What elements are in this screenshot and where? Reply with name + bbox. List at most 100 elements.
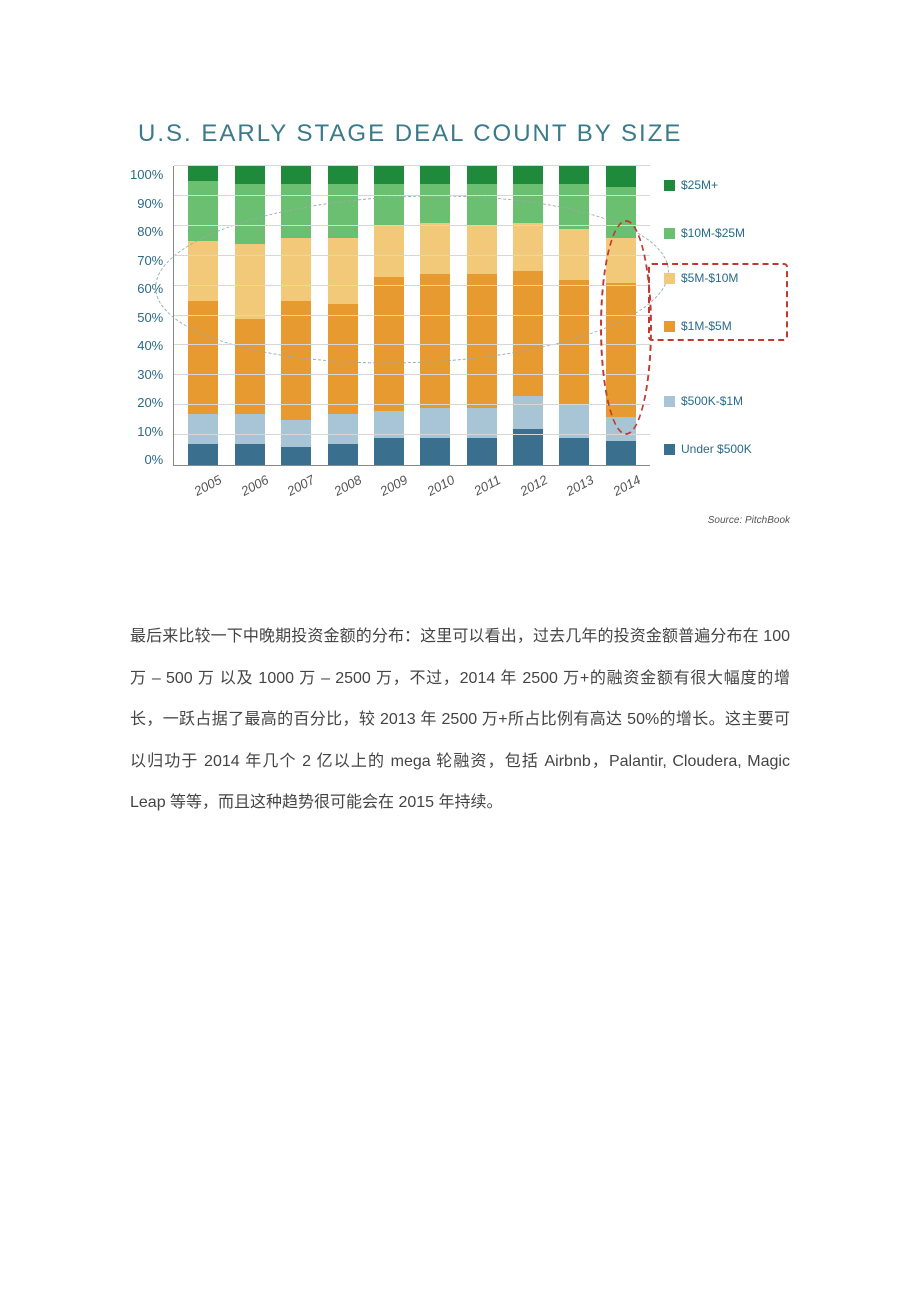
x-tick: 2005 [191,472,225,499]
bar [235,166,265,465]
legend-item: Under $500K [664,442,752,456]
source-label: Source: PitchBook [708,515,790,526]
grid-line [174,344,650,345]
y-tick: 60% [137,282,163,295]
bar-segment [235,444,265,465]
bar-segment [328,166,358,184]
chart-container: 100%90%80%70%60%50%40%30%20%10%0% 200520… [130,166,790,526]
bar-segment [281,166,311,184]
legend-swatch [664,180,675,191]
grid-line [174,225,650,226]
y-tick: 100% [130,168,163,181]
bar-segment [606,441,636,465]
x-tick: 2009 [377,472,411,499]
y-axis: 100%90%80%70%60%50%40%30%20%10%0% [130,166,163,466]
bar [606,166,636,465]
bar-segment [559,166,589,184]
x-tick: 2010 [423,472,457,499]
x-tick: 2007 [284,472,318,499]
bar [188,166,218,465]
chart-title: U.S. EARLY STAGE DEAL COUNT BY SIZE [138,120,790,148]
bar [281,166,311,465]
bar-segment [281,447,311,465]
legend-item: $10M-$25M [664,226,745,240]
bar-segment [328,184,358,238]
legend-highlight-box [648,263,788,341]
bar-segment [328,414,358,444]
legend-item: $25M+ [664,178,718,192]
bar-segment [513,271,543,397]
bar-segment [281,238,311,301]
body-paragraph: 最后来比较一下中晚期投资金额的分布：这里可以看出，过去几年的投资金额普遍分布在 … [130,616,790,824]
x-tick: 2013 [563,472,597,499]
bar-segment [559,184,589,229]
bar-segment [420,184,450,223]
bar-segment [420,274,450,409]
bar [420,166,450,465]
bar-segment [559,438,589,465]
x-tick: 2006 [237,472,271,499]
bar-segment [188,301,218,415]
bar-segment [235,319,265,415]
legend-label: $500K-$1M [681,394,743,408]
bar-segment [374,166,404,184]
legend-swatch [664,444,675,455]
bar-segment [281,184,311,238]
bar-segment [235,184,265,244]
grid-line [174,195,650,196]
bar-segment [374,184,404,226]
bar-segment [606,283,636,418]
y-tick: 50% [137,311,163,324]
bar-segment [606,417,636,441]
legend-swatch [664,396,675,407]
bar-segment [328,304,358,415]
bar-segment [188,241,218,301]
bar-segment [606,238,636,283]
bar [513,166,543,465]
y-tick: 10% [137,425,163,438]
bar-segment [467,274,497,409]
bar-segment [513,184,543,223]
bar-segment [467,226,497,274]
bar [467,166,497,465]
bar-segment [235,414,265,444]
legend-label: Under $500K [681,442,752,456]
bar-segment [420,166,450,184]
grid-line [174,434,650,435]
y-tick: 70% [137,254,163,267]
bar-segment [513,166,543,184]
legend-swatch [664,228,675,239]
y-tick: 30% [137,368,163,381]
plot-area [173,166,650,466]
grid-line [174,404,650,405]
x-tick: 2012 [516,472,550,499]
bar-segment [188,166,218,181]
x-tick: 2014 [609,472,643,499]
x-tick: 2008 [330,472,364,499]
grid-line [174,165,650,166]
bars-group [174,166,650,465]
bar-segment [328,238,358,304]
bar [374,166,404,465]
y-tick: 20% [137,396,163,409]
bar-segment [235,166,265,184]
x-tick: 2011 [470,472,504,499]
bar-segment [559,280,589,406]
grid-line [174,285,650,286]
legend-item: $500K-$1M [664,394,743,408]
grid-line [174,255,650,256]
legend-label: $10M-$25M [681,226,745,240]
bar-segment [328,444,358,465]
bar-segment [374,438,404,465]
bar [559,166,589,465]
bar-segment [281,301,311,421]
x-axis: 2005200620072008200920102011201220132014 [173,466,650,487]
grid-line [174,315,650,316]
grid-line [174,374,650,375]
y-tick: 0% [144,453,163,466]
y-tick: 80% [137,225,163,238]
bar-segment [606,166,636,187]
bar-segment [513,396,543,429]
legend-label: $25M+ [681,178,718,192]
legend: Source: PitchBook $25M+$10M-$25M$5M-$10M… [660,166,790,526]
